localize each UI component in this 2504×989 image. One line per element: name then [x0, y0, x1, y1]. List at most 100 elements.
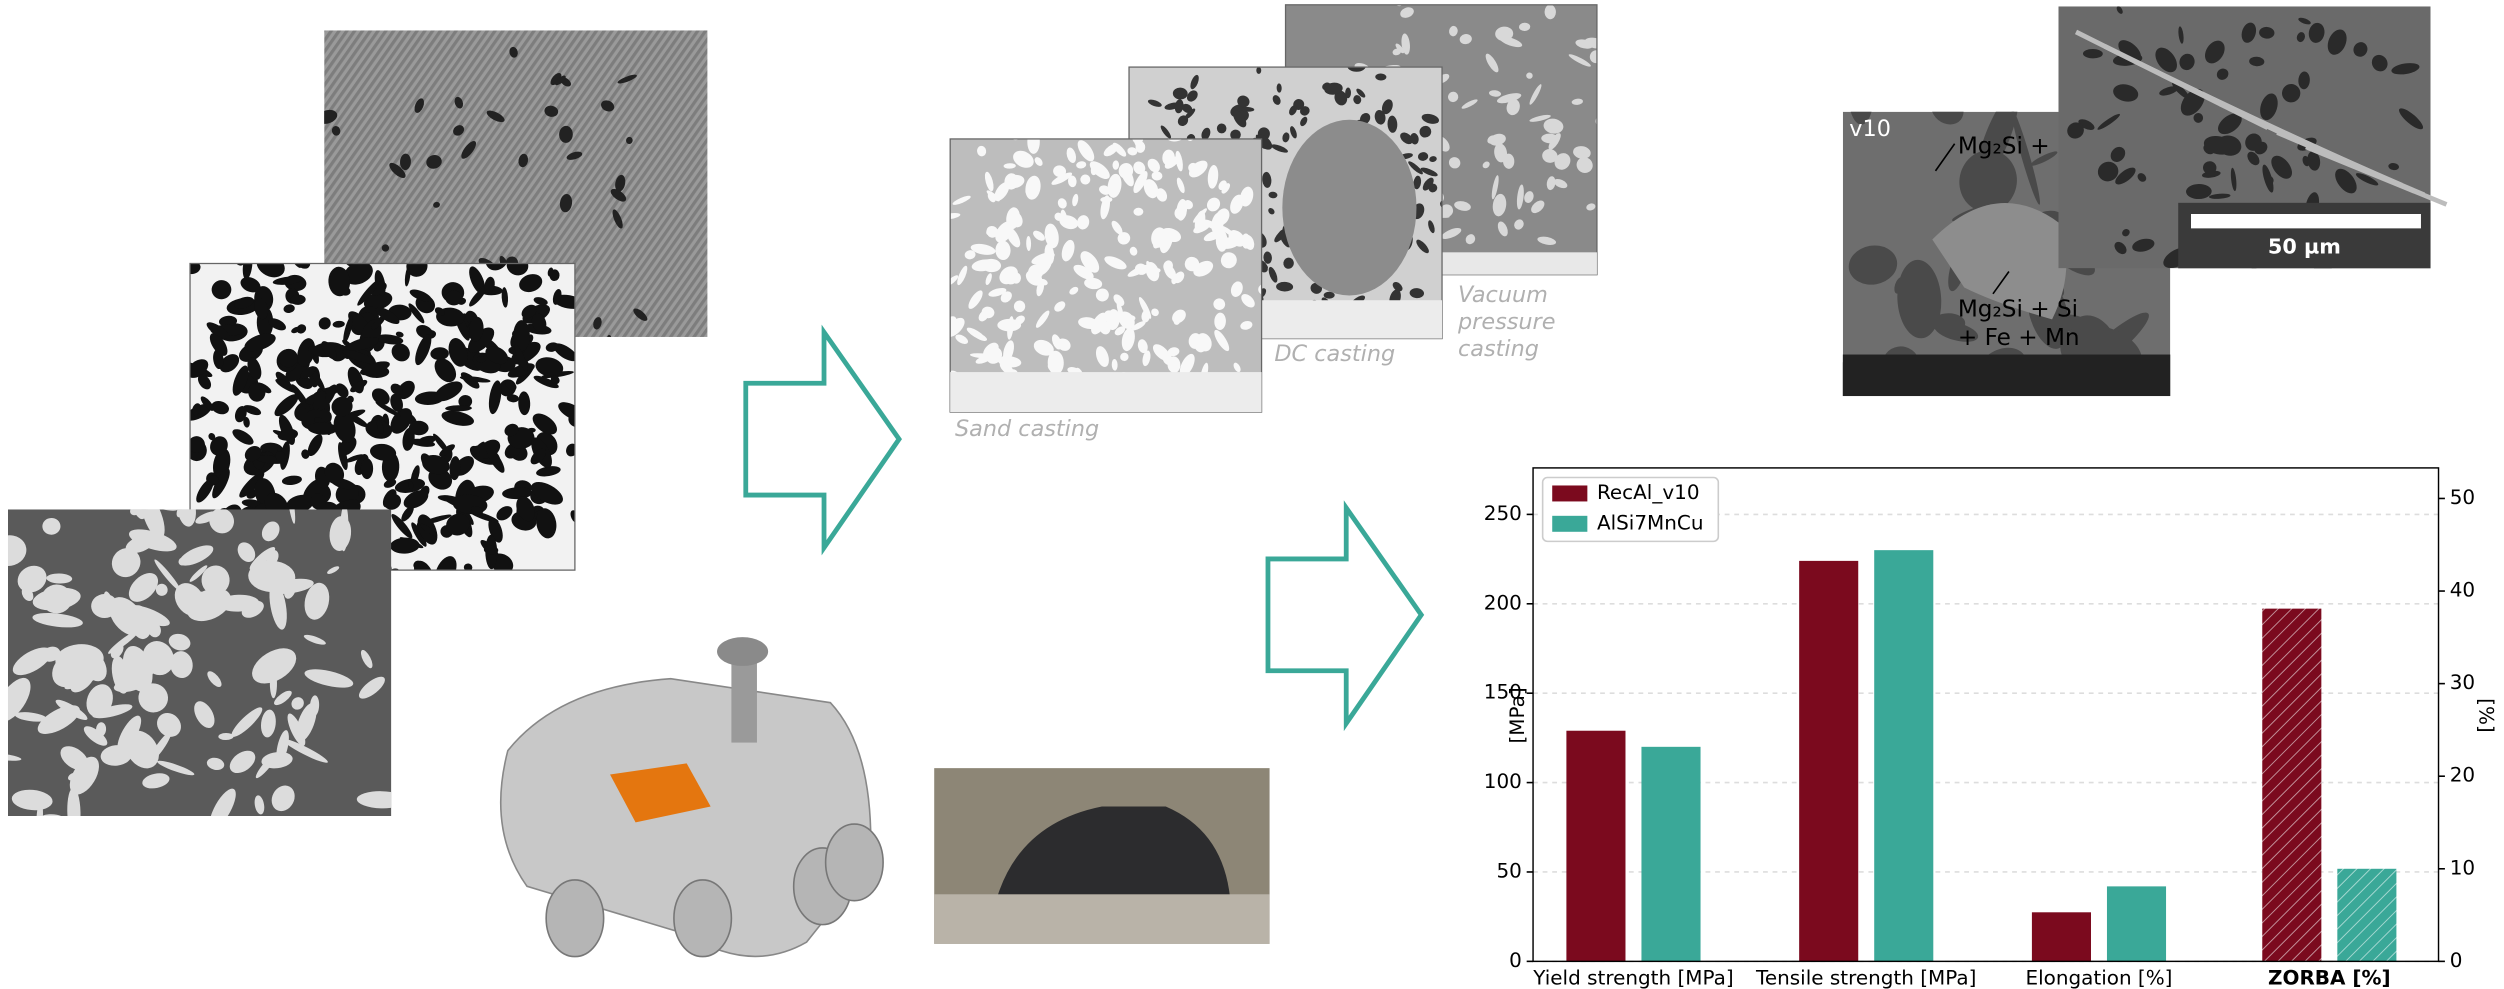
- texture: [30, 814, 70, 817]
- texture: [402, 603, 443, 644]
- texture: [1586, 203, 1596, 211]
- texture: [558, 402, 575, 421]
- texture: [530, 448, 547, 465]
- texture: [254, 298, 269, 320]
- texture: [55, 678, 62, 685]
- texture: [1067, 175, 1077, 188]
- texture: [509, 46, 518, 58]
- texture: [1897, 259, 1942, 339]
- texture: [12, 647, 52, 676]
- texture: [2327, 29, 2347, 55]
- texture: [155, 451, 191, 487]
- texture: [1005, 174, 1025, 189]
- texture: [2208, 193, 2231, 199]
- texture: [1429, 156, 1437, 162]
- texture: [1322, 0, 1333, 1]
- texture: [1546, 176, 1556, 191]
- x-tick-label: ZORBA [%]: [2268, 965, 2391, 989]
- texture: [343, 263, 373, 285]
- bar: [2337, 868, 2397, 962]
- caption: DC casting: [1274, 341, 1395, 367]
- texture: [985, 273, 992, 286]
- texture: [2011, 111, 2041, 205]
- texture: [964, 250, 976, 260]
- texture: [291, 326, 301, 334]
- texture: [1035, 310, 1050, 328]
- texture: [149, 529, 162, 548]
- texture: [69, 756, 99, 795]
- texture: [1107, 442, 1124, 457]
- texture: [247, 357, 262, 380]
- pointer: [1934, 143, 1956, 172]
- texture: [2179, 53, 2195, 71]
- texture: [232, 429, 254, 445]
- texture: [285, 509, 296, 524]
- texture: [401, 505, 414, 522]
- texture: [402, 427, 415, 451]
- texture: [307, 422, 338, 435]
- texture: [244, 333, 276, 352]
- texture: [486, 447, 505, 473]
- texture: [360, 458, 374, 480]
- texture: [1544, 4, 1556, 20]
- texture: [346, 336, 379, 351]
- texture: [190, 359, 209, 378]
- texture: [1031, 252, 1055, 265]
- texture: [1201, 127, 1211, 140]
- texture: [535, 357, 564, 377]
- texture: [70, 670, 95, 693]
- texture: [2391, 63, 2420, 75]
- texture: [42, 517, 61, 535]
- texture: [309, 695, 320, 717]
- texture: [521, 304, 537, 319]
- texture: [1334, 90, 1348, 106]
- texture: [7, 535, 27, 566]
- texture: [971, 259, 996, 272]
- texture: [533, 375, 559, 389]
- texture: [1237, 95, 1250, 108]
- texture: [578, 378, 604, 401]
- texture: [2172, 82, 2189, 99]
- texture: [335, 383, 349, 398]
- texture: [1506, 99, 1520, 116]
- image-content: [950, 112, 1262, 457]
- texture: [1033, 339, 1054, 356]
- texture: [1005, 226, 1021, 248]
- texture: [1031, 121, 1044, 133]
- texture: [2271, 155, 2292, 179]
- texture: [441, 410, 474, 426]
- texture: [83, 726, 108, 746]
- texture: [1179, 353, 1195, 377]
- texture: [422, 454, 450, 475]
- texture: [2249, 56, 2265, 67]
- texture: [2230, 167, 2237, 192]
- texture: [170, 651, 193, 679]
- texture: [439, 444, 455, 457]
- texture: [970, 243, 996, 255]
- texture: [1482, 161, 1490, 169]
- texture: [2308, 22, 2325, 43]
- texture: [1934, 321, 1979, 342]
- texture: [950, 213, 961, 220]
- texture: [1300, 106, 1310, 116]
- texture: [486, 110, 505, 123]
- texture: [244, 237, 265, 257]
- texture: [1017, 112, 1032, 135]
- texture: [1057, 338, 1071, 351]
- texture: [463, 563, 473, 571]
- texture: [207, 671, 222, 688]
- texture: [255, 753, 277, 779]
- texture: [986, 226, 994, 236]
- texture: [1175, 150, 1183, 172]
- texture: [1138, 296, 1152, 319]
- texture: [1240, 186, 1254, 207]
- label: Mg₂Si + Si: [1958, 296, 2078, 322]
- texture: [1142, 350, 1151, 367]
- texture: [2298, 71, 2310, 90]
- texture: [505, 380, 517, 391]
- x-tick-label: Elongation [%]: [2025, 965, 2172, 989]
- texture: [1230, 129, 1241, 141]
- texture: [1099, 185, 1111, 195]
- y2-tick-label: 0: [2450, 948, 2463, 972]
- texture: [1416, 239, 1429, 254]
